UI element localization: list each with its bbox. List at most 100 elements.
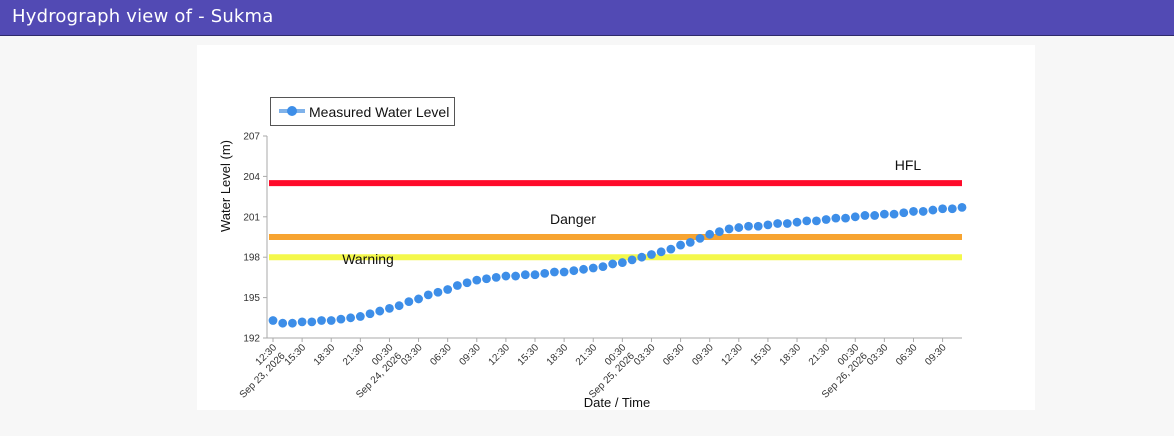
data-point[interactable] bbox=[841, 213, 850, 223]
data-point[interactable] bbox=[317, 316, 326, 325]
data-point[interactable] bbox=[355, 312, 365, 321]
y-tick-label: 201 bbox=[243, 212, 260, 223]
reference-lines: HFL Danger Warning bbox=[269, 157, 962, 267]
data-point[interactable] bbox=[404, 297, 414, 307]
x-tick-label: 09:30 bbox=[457, 342, 483, 368]
data-point[interactable] bbox=[472, 275, 482, 285]
data-point[interactable] bbox=[656, 247, 666, 257]
data-point[interactable] bbox=[637, 252, 647, 262]
data-point[interactable] bbox=[443, 285, 453, 294]
data-point[interactable] bbox=[705, 229, 715, 239]
data-point[interactable] bbox=[511, 271, 521, 281]
x-tick-label: 12:30 bbox=[719, 342, 745, 368]
data-point[interactable] bbox=[617, 258, 627, 267]
x-tick-label-line: 03:30 bbox=[399, 342, 425, 368]
data-point[interactable] bbox=[336, 314, 346, 324]
data-point[interactable] bbox=[870, 211, 880, 220]
x-tick-label: 18:30 bbox=[312, 342, 338, 368]
data-point[interactable] bbox=[947, 204, 957, 214]
data-point[interactable] bbox=[879, 209, 889, 219]
data-point[interactable] bbox=[860, 211, 870, 220]
data-point[interactable] bbox=[491, 273, 501, 282]
data-point[interactable] bbox=[724, 224, 734, 234]
data-point[interactable] bbox=[666, 244, 676, 254]
data-point[interactable] bbox=[627, 255, 637, 265]
data-point[interactable] bbox=[763, 220, 773, 230]
data-point[interactable] bbox=[792, 217, 802, 227]
data-point[interactable] bbox=[394, 301, 404, 311]
reference-label-warning: Warning bbox=[342, 251, 394, 267]
data-point[interactable] bbox=[482, 274, 491, 284]
data-point[interactable] bbox=[685, 237, 695, 247]
y-tick-label: 192 bbox=[243, 334, 260, 345]
data-point[interactable] bbox=[520, 270, 530, 280]
data-point[interactable] bbox=[938, 204, 947, 214]
legend-label: Measured Water Level bbox=[309, 104, 450, 120]
x-tick-label: 06:30 bbox=[661, 342, 687, 368]
data-point[interactable] bbox=[385, 303, 394, 313]
hydrograph-chart: 192 195 198 201 204 207 HFL Danger Warning 12:3… bbox=[218, 132, 967, 410]
title-bar: Hydrograph view of - Sukma bbox=[0, 0, 1174, 36]
data-point[interactable] bbox=[540, 268, 550, 278]
x-tick-label: 12:30Sep 23, 2026 bbox=[229, 342, 288, 401]
data-point[interactable] bbox=[501, 271, 511, 281]
x-tick-label-line: 21:30 bbox=[341, 342, 367, 368]
data-point[interactable] bbox=[753, 221, 763, 231]
data-point[interactable] bbox=[676, 240, 685, 250]
data-point[interactable] bbox=[714, 227, 724, 237]
data-point[interactable] bbox=[559, 267, 569, 277]
data-point[interactable] bbox=[307, 317, 317, 327]
data-point[interactable] bbox=[569, 266, 579, 276]
data-point[interactable] bbox=[831, 213, 841, 223]
x-tick-label-line: 21:30 bbox=[807, 342, 833, 368]
data-point[interactable] bbox=[899, 208, 909, 218]
data-point[interactable] bbox=[744, 221, 753, 231]
x-tick-label-line: 21:30 bbox=[574, 342, 600, 368]
data-point[interactable] bbox=[782, 219, 792, 228]
x-tick-label-line: 15:30 bbox=[283, 342, 309, 368]
data-point[interactable] bbox=[889, 209, 899, 219]
data-point[interactable] bbox=[423, 290, 433, 300]
data-point[interactable] bbox=[297, 317, 307, 327]
data-point[interactable] bbox=[326, 316, 336, 325]
data-point[interactable] bbox=[588, 263, 598, 273]
x-tick-label: 06:30 bbox=[428, 342, 454, 368]
x-tick-label: 15:30 bbox=[749, 342, 775, 368]
data-point[interactable] bbox=[598, 262, 608, 272]
data-point[interactable] bbox=[433, 287, 443, 297]
x-tick-label-line: 06:30 bbox=[894, 342, 920, 368]
data-point[interactable] bbox=[288, 318, 297, 328]
data-point[interactable] bbox=[909, 207, 918, 216]
x-tick-label-line: 06:30 bbox=[661, 342, 687, 368]
data-point[interactable] bbox=[928, 205, 938, 215]
x-tick-label-line: 06:30 bbox=[428, 342, 454, 368]
data-point[interactable] bbox=[550, 267, 559, 277]
y-tick-label: 198 bbox=[243, 253, 260, 264]
legend[interactable]: Measured Water Level bbox=[270, 97, 455, 126]
data-point[interactable] bbox=[375, 306, 385, 316]
data-point[interactable] bbox=[773, 219, 783, 228]
x-tick-label-line: 15:30 bbox=[749, 342, 775, 368]
data-point[interactable] bbox=[812, 216, 821, 226]
data-point[interactable] bbox=[452, 281, 462, 290]
data-point[interactable] bbox=[647, 250, 656, 259]
data-point[interactable] bbox=[695, 233, 705, 243]
data-point[interactable] bbox=[346, 313, 356, 323]
data-point[interactable] bbox=[579, 264, 588, 274]
y-axis-label: Water Level (m) bbox=[218, 140, 233, 232]
data-point[interactable] bbox=[802, 216, 812, 226]
data-point[interactable] bbox=[608, 259, 618, 269]
data-point[interactable] bbox=[821, 215, 831, 224]
data-point[interactable] bbox=[268, 316, 278, 325]
data-point[interactable] bbox=[278, 318, 288, 328]
data-point[interactable] bbox=[365, 309, 375, 319]
x-tick-label-line: 18:30 bbox=[778, 342, 804, 368]
data-point[interactable] bbox=[414, 294, 423, 304]
data-point[interactable] bbox=[918, 207, 928, 216]
data-point[interactable] bbox=[462, 278, 472, 288]
x-tick-label-line: 12:30 bbox=[487, 342, 513, 368]
data-point[interactable] bbox=[850, 212, 860, 222]
data-point[interactable] bbox=[957, 202, 967, 212]
data-point[interactable] bbox=[734, 223, 744, 232]
data-point[interactable] bbox=[530, 270, 540, 280]
